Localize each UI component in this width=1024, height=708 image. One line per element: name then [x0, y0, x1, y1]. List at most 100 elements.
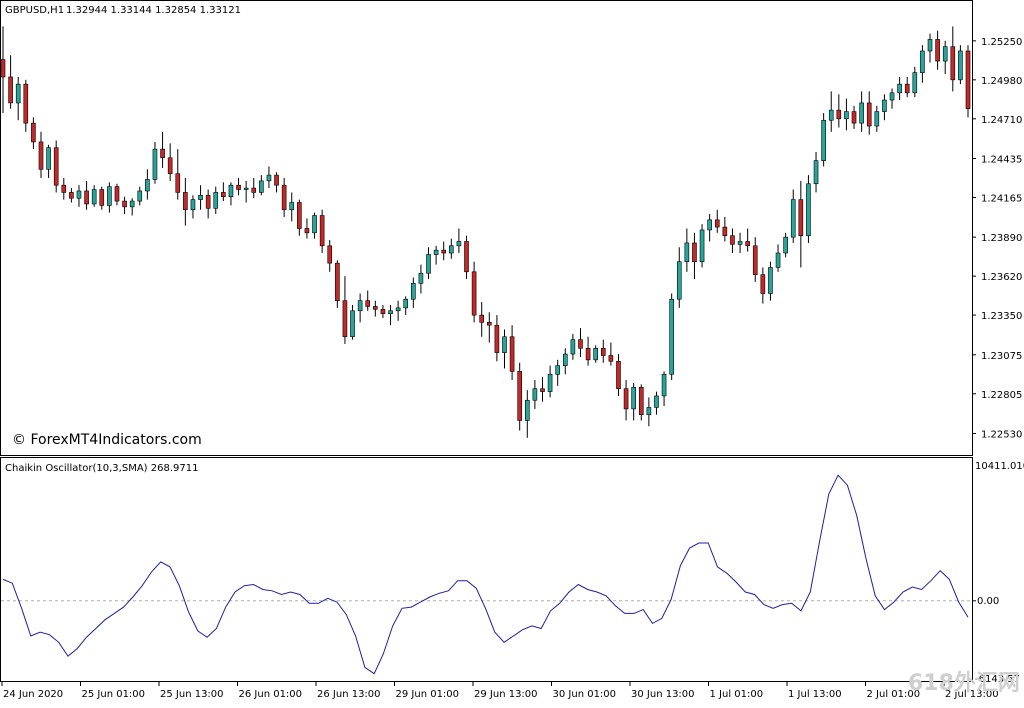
candle-body [547, 373, 553, 392]
candle-body [654, 395, 659, 408]
candle-body [798, 199, 804, 237]
indicator-label: Chaikin Oscillator(10,3,SMA) 268.9711 [5, 463, 198, 474]
candle-body [91, 189, 97, 205]
candle-body [859, 102, 864, 124]
candle-body [562, 353, 568, 366]
candle-body [722, 226, 728, 237]
candle-body [631, 386, 636, 410]
candle [494, 315, 500, 362]
candle-body [160, 148, 165, 159]
candle [646, 397, 652, 427]
candle-body [190, 199, 196, 211]
candle-body [418, 272, 424, 284]
candle [737, 232, 743, 254]
candle-body [509, 336, 515, 372]
time-tick-label: 26 Jun 13:00 [317, 689, 381, 700]
candle [8, 55, 13, 109]
candle [221, 182, 226, 202]
candle [661, 371, 667, 407]
main-panel-frame [0, 0, 973, 456]
candle-body [69, 192, 74, 199]
candle-body [335, 262, 340, 301]
candle [882, 94, 887, 121]
time-tick-label: 30 Jun 01:00 [553, 689, 617, 700]
candle-body [707, 219, 712, 231]
candle [760, 267, 766, 304]
osc-zero-tick: 0.00 [977, 596, 999, 607]
candle [600, 339, 606, 363]
candle [692, 232, 697, 280]
candle-body [205, 195, 211, 209]
time-tick-label: 1 Jul 01:00 [710, 689, 764, 700]
candle-body [122, 200, 127, 208]
candle [327, 240, 333, 272]
candle-body [357, 300, 363, 312]
candle [965, 45, 971, 118]
candle-body [327, 245, 333, 264]
candle-body [388, 310, 393, 314]
candle-body [175, 173, 181, 193]
candle [190, 195, 196, 219]
candle [509, 325, 515, 381]
price-tick-label: 1.24165 [981, 193, 1022, 204]
candle [722, 216, 728, 242]
candle-body [145, 179, 150, 192]
candle [122, 196, 127, 215]
candle-body [107, 186, 112, 206]
candle-body [76, 190, 82, 199]
candle [266, 166, 272, 189]
candle [714, 209, 720, 233]
candle-body [350, 310, 355, 338]
candle-body [471, 271, 477, 316]
candle-body [152, 148, 158, 180]
candle [821, 113, 826, 167]
candle-body [524, 399, 530, 421]
candle [145, 169, 150, 200]
candle-body [942, 46, 948, 62]
candle [456, 228, 462, 254]
candle [107, 182, 112, 213]
candle [798, 180, 804, 268]
candle [380, 304, 386, 318]
time-tick-label: 25 Jun 01:00 [82, 689, 146, 700]
candle [897, 76, 902, 101]
candle-body [31, 122, 36, 143]
candle-body [494, 324, 500, 353]
candle [517, 362, 522, 431]
candle-body [15, 83, 21, 104]
candle-body [912, 72, 918, 94]
candle [357, 293, 363, 323]
candle [236, 177, 241, 196]
site-watermark: © ForexMT4Indicators.com [12, 432, 202, 448]
candle-body [828, 109, 834, 121]
candle [38, 131, 44, 178]
candle [958, 45, 963, 85]
candle-body [84, 190, 89, 205]
candle [137, 186, 143, 206]
candle [578, 328, 583, 357]
candle-body [623, 388, 629, 410]
candle-body [958, 50, 963, 81]
candle [608, 342, 614, 366]
candle-body [228, 184, 234, 198]
candle [160, 131, 165, 168]
candle-body [752, 245, 758, 275]
candle-body [486, 322, 492, 326]
candle-body [585, 347, 591, 361]
candle-body [783, 236, 788, 254]
candle [281, 177, 287, 217]
candle-body [167, 157, 173, 174]
candle-body [456, 241, 462, 247]
time-tick-label: 2 Jul 01:00 [867, 689, 921, 700]
candle [790, 189, 796, 243]
candle [449, 238, 454, 259]
time-tick-label: 1 Jul 13:00 [788, 689, 842, 700]
candle [783, 232, 788, 258]
candle [904, 76, 910, 98]
candle-body [23, 83, 29, 124]
symbol-label: GBPUSD,H1 [5, 5, 64, 16]
candle-body [319, 215, 325, 247]
candle-body [289, 202, 295, 211]
candle [730, 228, 735, 254]
